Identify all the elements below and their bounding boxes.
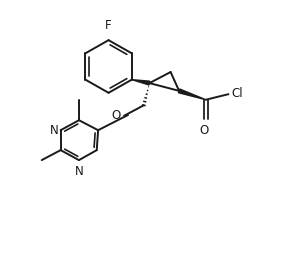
Polygon shape [179,89,206,100]
Text: Cl: Cl [231,87,243,100]
Text: O: O [200,124,209,137]
Text: O: O [111,109,120,122]
Text: N: N [74,165,83,178]
Polygon shape [132,80,150,85]
Text: N: N [50,124,58,137]
Text: F: F [105,19,112,32]
